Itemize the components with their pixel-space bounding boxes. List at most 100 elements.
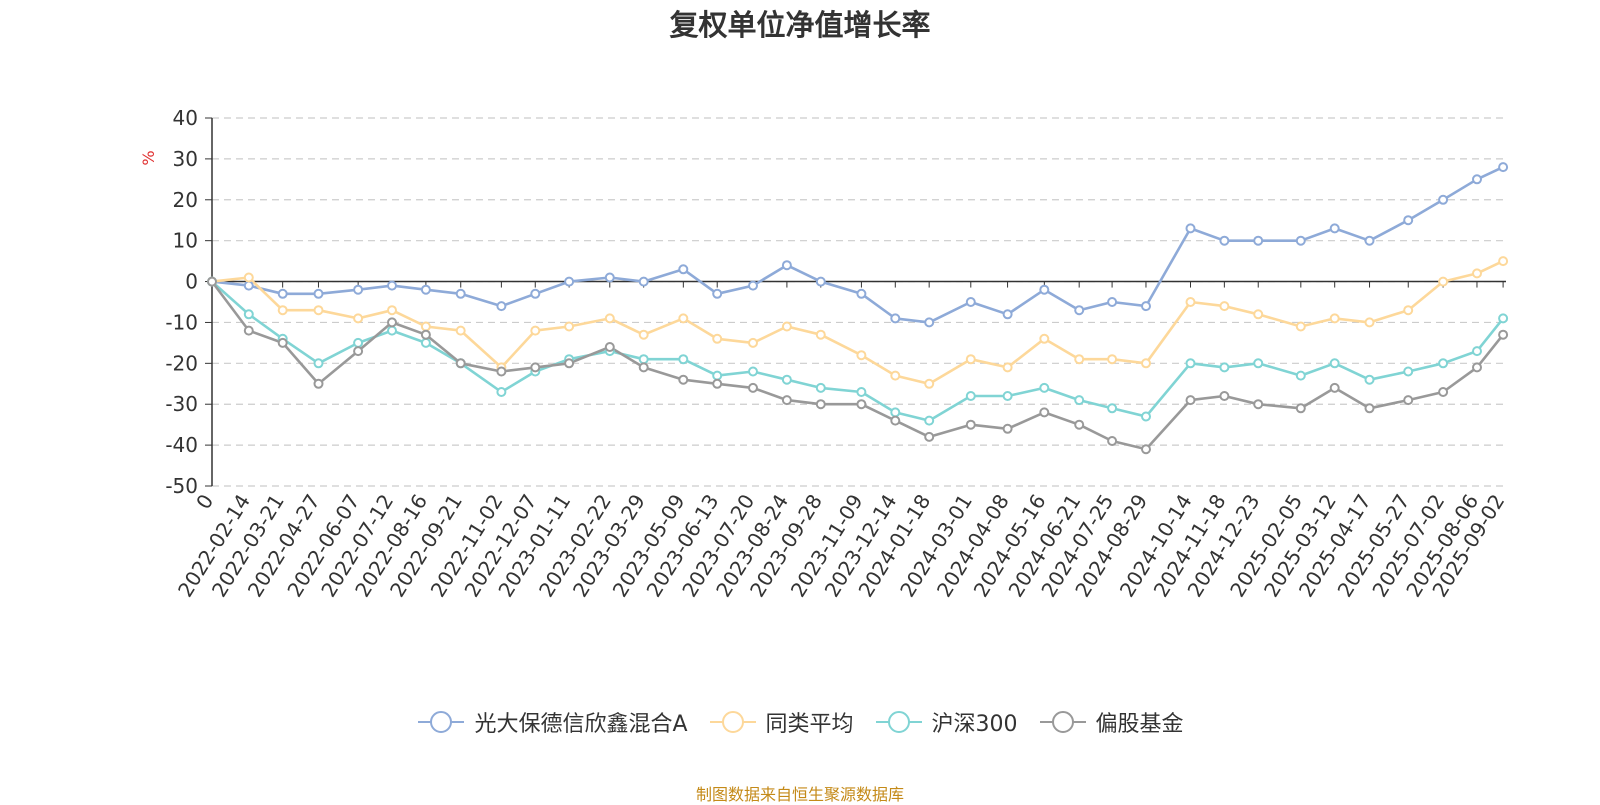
series-point-1 xyxy=(604,313,615,324)
series-point-2 xyxy=(965,391,976,401)
series-point-3 xyxy=(678,374,689,385)
series-point-1 xyxy=(1039,333,1050,344)
series-point-0 xyxy=(1219,235,1230,246)
series-point-0 xyxy=(1074,305,1085,316)
series-point-0 xyxy=(1253,235,1264,246)
series-point-1 xyxy=(1074,354,1085,365)
y-tick-label: -20 xyxy=(165,351,198,375)
series-point-3 xyxy=(781,395,792,406)
legend-item-0[interactable]: 光大保德信欣鑫混合A xyxy=(416,706,688,738)
series-point-2 xyxy=(1295,370,1306,381)
y-tick-label: 30 xyxy=(173,147,198,171)
series-point-0 xyxy=(1039,284,1050,295)
series-point-2 xyxy=(420,337,431,348)
series-point-3 xyxy=(420,329,431,340)
x-tick-label: 0 xyxy=(191,490,218,514)
y-tick-label: 0 xyxy=(185,270,198,294)
series-point-0 xyxy=(496,301,507,312)
series-point-2 xyxy=(924,415,935,426)
series-point-1 xyxy=(1403,305,1414,316)
series-point-3 xyxy=(890,415,901,426)
series-point-3 xyxy=(243,325,254,336)
series-point-1 xyxy=(1107,354,1118,365)
series-point-3 xyxy=(924,431,935,442)
series-point-3 xyxy=(638,362,649,373)
source-note: 制图数据来自恒生聚源数据库 xyxy=(695,785,904,804)
series-point-2 xyxy=(1185,358,1196,369)
legend-swatch-icon xyxy=(418,711,465,733)
series-point-0 xyxy=(1438,194,1449,205)
series-point-3 xyxy=(1253,399,1264,410)
series-point-3 xyxy=(1472,362,1482,373)
series-point-0 xyxy=(1472,174,1482,185)
series-point-0 xyxy=(353,284,364,295)
series-point-1 xyxy=(1295,321,1306,332)
series-point-1 xyxy=(678,313,689,324)
series-point-2 xyxy=(243,309,254,320)
series-point-0 xyxy=(1329,223,1340,234)
series-point-2 xyxy=(1219,362,1230,373)
series-point-3 xyxy=(387,317,397,328)
series-point-2 xyxy=(815,382,826,393)
series-point-0 xyxy=(530,288,541,299)
legend-label: 沪深300 xyxy=(931,712,1018,737)
series-point-2 xyxy=(638,354,649,365)
series-point-1 xyxy=(277,305,288,316)
y-tick-label: 10 xyxy=(173,229,198,253)
series-point-0 xyxy=(815,276,826,287)
legend-item-1[interactable]: 同类平均 xyxy=(708,706,854,738)
series-point-1 xyxy=(1364,317,1375,328)
series-point-1 xyxy=(530,325,541,336)
y-tick-label: -10 xyxy=(165,310,198,334)
series-point-0 xyxy=(455,288,466,299)
series-point-1 xyxy=(1185,297,1196,307)
series-point-2 xyxy=(678,354,689,365)
series-point-3 xyxy=(815,399,826,410)
legend-label: 同类平均 xyxy=(765,712,854,737)
series-point-3 xyxy=(965,419,976,430)
series-point-3 xyxy=(748,382,758,393)
series-point-2 xyxy=(890,407,901,418)
axes xyxy=(205,117,1506,487)
series-point-2 xyxy=(1329,358,1340,369)
legend-swatch-icon xyxy=(709,711,756,733)
series-point-1 xyxy=(1472,268,1482,279)
series-point-1 xyxy=(1438,276,1449,287)
series-point-3 xyxy=(353,346,364,357)
series-point-0 xyxy=(1498,162,1509,173)
series-point-3 xyxy=(1438,387,1449,397)
y-tick-label: -30 xyxy=(165,392,198,416)
series-point-3 xyxy=(564,358,575,369)
series-point-2 xyxy=(1039,382,1050,393)
series-point-0 xyxy=(1107,297,1118,307)
legend: 光大保德信欣鑫混合A 同类平均 沪深300 偏股基金 xyxy=(0,706,1600,738)
series-point-1 xyxy=(420,321,431,332)
series-point-0 xyxy=(712,288,723,299)
legend-item-3[interactable]: 偏股基金 xyxy=(1038,706,1184,738)
series-point-3 xyxy=(1039,407,1050,418)
series-point-2 xyxy=(1002,391,1013,401)
series-point-3 xyxy=(604,342,615,352)
series-point-0 xyxy=(564,276,575,287)
series-point-1 xyxy=(1002,362,1013,373)
series-point-0 xyxy=(604,272,615,283)
series-point-0 xyxy=(890,313,901,324)
series-point-1 xyxy=(712,333,723,344)
series-point-2 xyxy=(313,358,324,369)
series-point-1 xyxy=(243,272,254,283)
series-point-0 xyxy=(1141,301,1151,312)
legend-item-2[interactable]: 沪深300 xyxy=(874,706,1018,738)
series-point-0 xyxy=(678,264,689,275)
series-point-1 xyxy=(890,370,901,381)
series-point-0 xyxy=(1364,235,1375,246)
series-point-2 xyxy=(856,387,867,397)
series-point-0 xyxy=(277,288,288,299)
grid-lines xyxy=(212,117,1506,487)
series-point-1 xyxy=(748,337,758,348)
series-point-2 xyxy=(1141,411,1151,422)
series-point-0 xyxy=(924,317,935,328)
legend-label: 光大保德信欣鑫混合A xyxy=(474,712,688,737)
series-point-3 xyxy=(1498,329,1509,340)
series-point-3 xyxy=(455,358,466,369)
